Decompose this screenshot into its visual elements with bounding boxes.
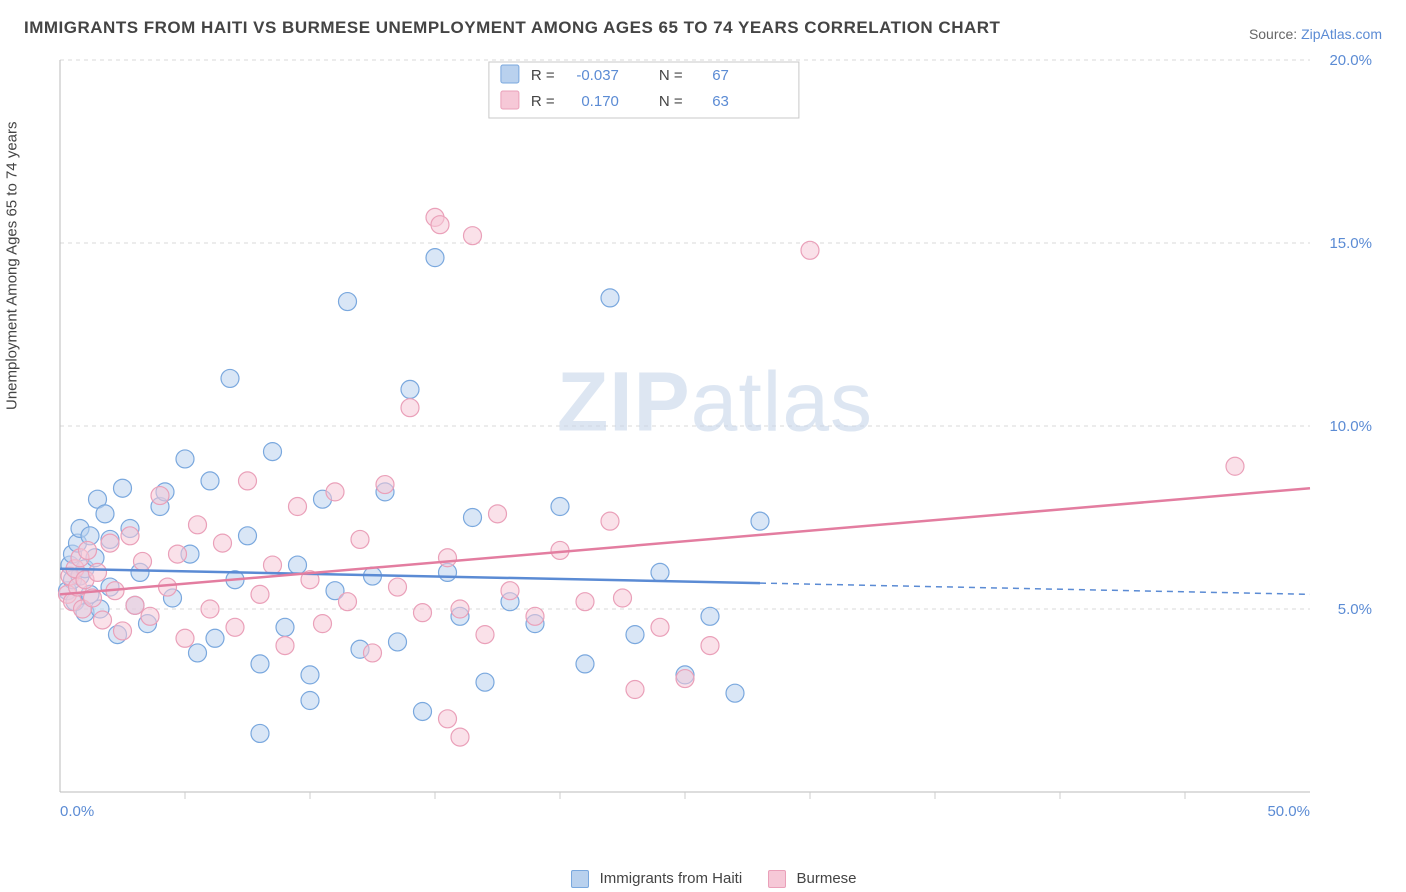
legend-label-haiti: Immigrants from Haiti: [600, 870, 743, 887]
svg-text:67: 67: [712, 67, 729, 84]
chart-svg: 5.0% 10.0% 15.0% 20.0% 0.0% 50.0% R = -0.037 N =…: [50, 50, 1380, 832]
svg-text:0.170: 0.170: [581, 93, 619, 110]
legend-swatch-burmese: [768, 870, 786, 888]
svg-text:15.0%: 15.0%: [1329, 235, 1372, 252]
svg-text:63: 63: [712, 93, 729, 110]
svg-text:N =: N =: [659, 67, 683, 84]
svg-text:-0.037: -0.037: [576, 67, 619, 84]
svg-text:R =: R =: [531, 67, 555, 84]
svg-text:50.0%: 50.0%: [1267, 803, 1310, 820]
svg-text:R =: R =: [531, 93, 555, 110]
legend-swatch-haiti: [571, 870, 589, 888]
source-link[interactable]: ZipAtlas.com: [1301, 26, 1382, 42]
chart-title: IMMIGRANTS FROM HAITI VS BURMESE UNEMPLO…: [24, 18, 1000, 38]
y-axis-label: Unemployment Among Ages 65 to 74 years: [4, 121, 21, 410]
svg-text:N =: N =: [659, 93, 683, 110]
svg-text:5.0%: 5.0%: [1338, 601, 1372, 618]
svg-text:10.0%: 10.0%: [1329, 418, 1372, 435]
svg-text:0.0%: 0.0%: [60, 803, 94, 820]
svg-text:20.0%: 20.0%: [1329, 52, 1372, 69]
bottom-legend: Immigrants from Haiti Burmese: [0, 870, 1406, 888]
source-prefix: Source:: [1249, 26, 1301, 42]
source-label: Source: ZipAtlas.com: [1249, 26, 1382, 42]
scatter-chart: 5.0% 10.0% 15.0% 20.0% 0.0% 50.0% R = -0.037 N =…: [50, 50, 1380, 832]
legend-label-burmese: Burmese: [797, 870, 857, 887]
